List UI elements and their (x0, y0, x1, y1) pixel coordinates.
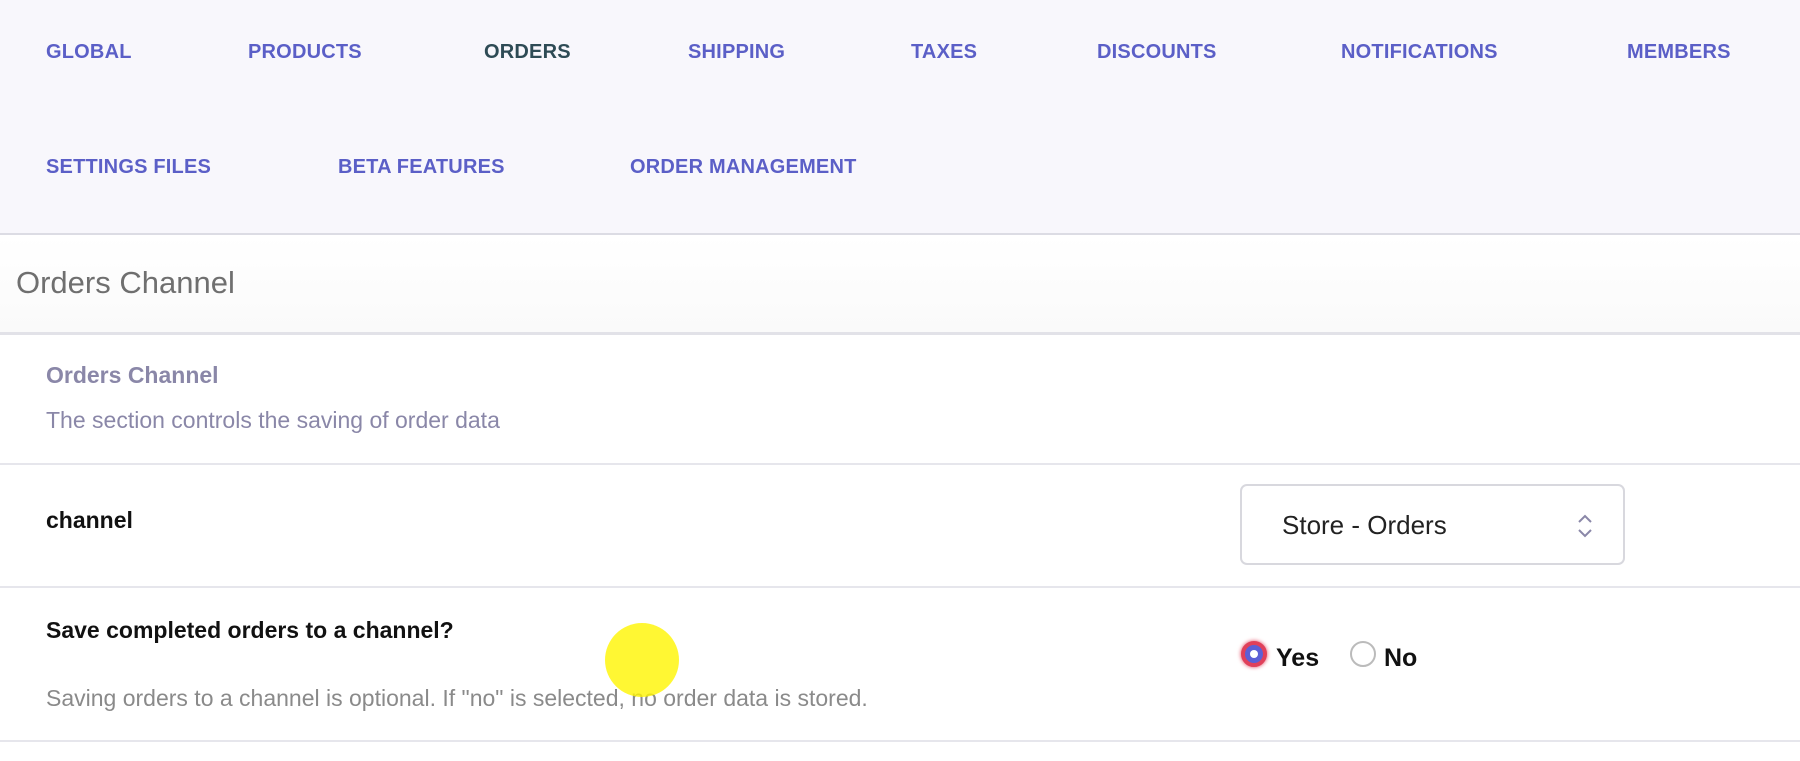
tab-order-management[interactable]: ORDER MANAGEMENT (630, 156, 857, 178)
section-title: Orders Channel (46, 362, 219, 388)
tab-shipping[interactable]: SHIPPING (688, 41, 786, 63)
section-description: The section controls the saving of order… (46, 407, 500, 433)
radio-yes-label[interactable]: Yes (1276, 644, 1320, 672)
page-header: Orders Channel (0, 235, 1800, 335)
page-title: Orders Channel (16, 265, 235, 300)
save-completed-help: Saving orders to a channel is optional. … (46, 685, 868, 711)
channel-select-value: Store - Orders (1282, 510, 1447, 540)
radio-no-label[interactable]: No (1384, 644, 1418, 672)
divider (0, 463, 1800, 465)
tab-products[interactable]: PRODUCTS (248, 41, 362, 63)
tab-notifications[interactable]: NOTIFICATIONS (1341, 41, 1498, 63)
tab-global[interactable]: GLOBAL (46, 41, 132, 63)
radio-yes[interactable] (1241, 641, 1267, 667)
tab-beta-features[interactable]: BETA FEATURES (338, 156, 505, 178)
tab-members[interactable]: MEMBERS (1627, 41, 1731, 63)
channel-select[interactable]: Store - Orders (1240, 484, 1625, 565)
tab-taxes[interactable]: TAXES (911, 41, 978, 63)
tab-discounts[interactable]: DISCOUNTS (1097, 41, 1217, 63)
channel-label: channel (46, 507, 133, 533)
tab-orders[interactable]: ORDERS (484, 41, 571, 63)
radio-no[interactable] (1350, 641, 1376, 667)
cursor-highlight (605, 623, 679, 697)
settings-nav: GLOBAL PRODUCTS ORDERS SHIPPING TAXES DI… (0, 0, 1800, 235)
divider (0, 740, 1800, 742)
chevron-up-down-icon (1578, 514, 1592, 538)
tab-settings-files[interactable]: SETTINGS FILES (46, 156, 212, 178)
save-completed-label: Save completed orders to a channel? (46, 617, 454, 643)
divider (0, 586, 1800, 588)
